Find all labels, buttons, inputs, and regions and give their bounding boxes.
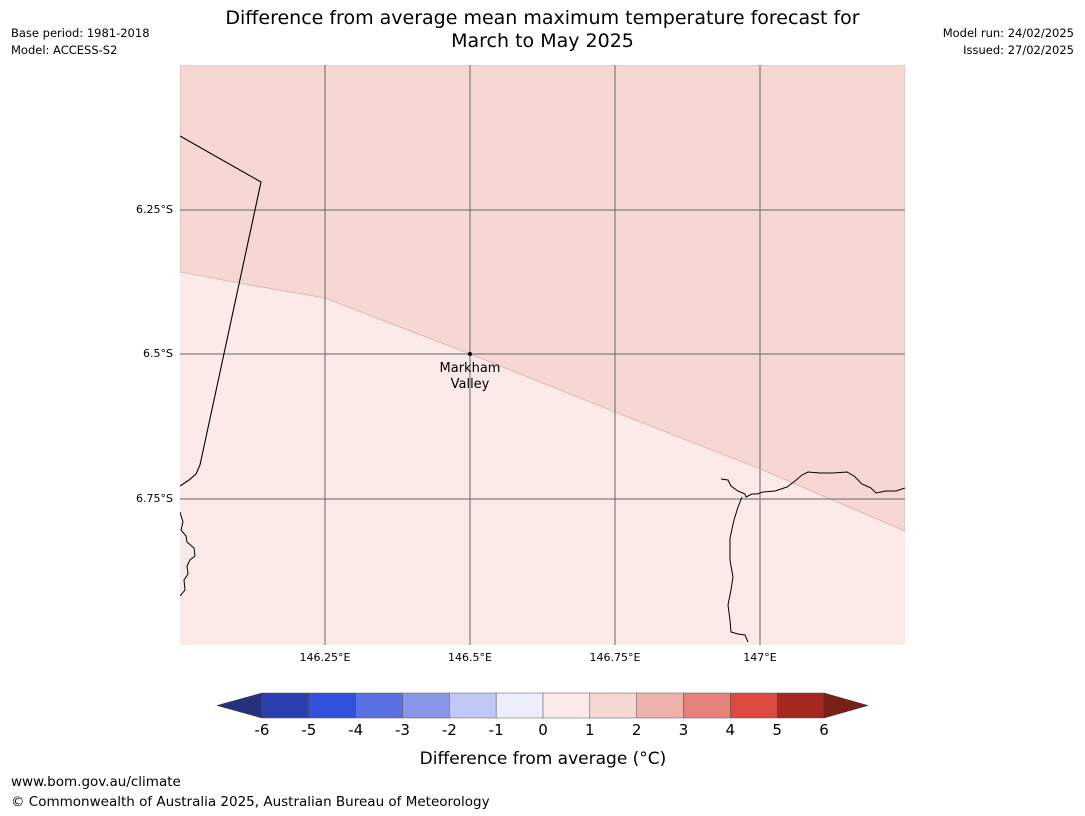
colorbar xyxy=(216,692,869,719)
model-text: Model: ACCESS-S2 xyxy=(11,43,118,57)
colorbar-tick-label: -4 xyxy=(348,721,363,739)
colorbar-segment xyxy=(636,692,684,719)
colorbar-segment xyxy=(355,692,403,719)
colorbar-segment xyxy=(261,692,310,719)
colorbar-tick-label: 2 xyxy=(632,721,642,739)
lat-label-6-5: 6.5°S xyxy=(143,347,173,360)
model-run-text: Model run: 24/02/2025 xyxy=(942,26,1074,40)
colorbar-tick-label: 3 xyxy=(679,721,689,739)
colorbar-tick-label: 0 xyxy=(538,721,548,739)
longitude-labels: 146.25°E 146.5°E 146.75°E 147°E xyxy=(300,651,777,664)
colorbar-segment xyxy=(402,692,450,719)
lat-label-6-25: 6.25°S xyxy=(136,203,173,216)
colorbar-segment xyxy=(683,692,731,719)
colorbar-segment xyxy=(776,692,825,719)
issued-text: Issued: 27/02/2025 xyxy=(963,43,1074,57)
chart-title: Difference from average mean maximum tem… xyxy=(180,7,905,53)
colorbar-extend-high xyxy=(823,692,869,719)
title-line-1: Difference from average mean maximum tem… xyxy=(225,7,860,29)
lon-label-147: 147°E xyxy=(743,651,776,664)
colorbar-ticks: -6 -5 -4 -3 -2 -1 0 1 2 3 4 5 6 xyxy=(255,721,829,739)
colorbar-segment xyxy=(495,692,544,719)
colorbar-tick-label: -3 xyxy=(395,721,410,739)
place-label-line1: Markham xyxy=(440,361,501,376)
colorbar-tick-label: 1 xyxy=(585,721,595,739)
province-boundary xyxy=(180,135,262,487)
region-warmer xyxy=(180,65,905,532)
colorbar-segment xyxy=(542,692,591,719)
river-line xyxy=(727,496,749,643)
colorbar-tick-label: 4 xyxy=(726,721,736,739)
map-area: Markham Valley xyxy=(180,65,905,645)
colorbar-tick-label: -2 xyxy=(442,721,457,739)
colorbar-tick-label: -6 xyxy=(255,721,270,739)
place-label-line2: Valley xyxy=(451,377,490,392)
colorbar-tick-label: -5 xyxy=(301,721,316,739)
title-line-2: March to May 2025 xyxy=(451,30,634,52)
meta-right: Model run: 24/02/2025 Issued: 27/02/2025 xyxy=(943,25,1074,59)
meta-left: Base period: 1981-2018 Model: ACCESS-S2 xyxy=(11,25,150,59)
colorbar-segment xyxy=(730,692,778,719)
colorbar-segment xyxy=(308,692,356,719)
lon-label-146-5: 146.5°E xyxy=(448,651,492,664)
colorbar-tick-label: 6 xyxy=(819,721,829,739)
coastline-gulf xyxy=(720,471,905,498)
colorbar-segment xyxy=(589,692,637,719)
colorbar-extend-low xyxy=(216,692,263,719)
lat-label-6-75: 6.75°S xyxy=(136,492,173,505)
footer-url[interactable]: www.bom.gov.au/climate xyxy=(11,774,181,790)
latitude-labels: 6.25°S 6.5°S 6.75°S xyxy=(136,203,173,505)
lon-label-146-75: 146.75°E xyxy=(590,651,641,664)
colorbar-label: Difference from average (°C) xyxy=(420,749,667,769)
lon-label-146-25: 146.25°E xyxy=(300,651,351,664)
colorbar-tick-label: -1 xyxy=(489,721,504,739)
coastline-west xyxy=(180,511,196,597)
colorbar-segment xyxy=(449,692,497,719)
base-period-text: Base period: 1981-2018 xyxy=(11,26,150,40)
colorbar-tick-label: 5 xyxy=(772,721,782,739)
markham-valley-marker xyxy=(468,352,472,356)
footer-copyright: © Commonwealth of Australia 2025, Austra… xyxy=(11,794,490,810)
